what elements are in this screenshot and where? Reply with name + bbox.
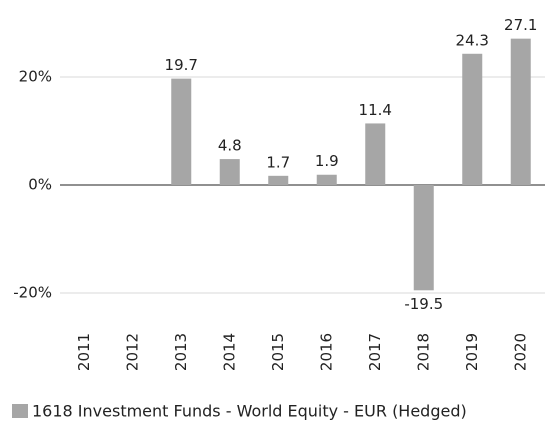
x-tick-label: 2018	[414, 333, 432, 371]
bar	[268, 175, 289, 185]
x-tick-label: 2014	[220, 333, 238, 371]
bar	[171, 78, 192, 185]
y-tick-label: 20%	[19, 68, 52, 86]
data-label: 1.9	[315, 152, 339, 170]
x-tick-label: 2020	[511, 333, 529, 371]
data-label: 4.8	[218, 137, 242, 155]
x-tick-label: 2013	[172, 333, 190, 371]
data-label: 19.7	[165, 56, 198, 74]
bar	[413, 185, 434, 291]
bar	[510, 38, 531, 185]
y-tick-label: -20%	[13, 284, 52, 302]
x-tick-label: 2015	[269, 333, 287, 371]
legend-swatch	[12, 404, 28, 418]
bar	[462, 53, 483, 185]
data-label: 24.3	[456, 31, 489, 49]
data-label: 11.4	[359, 101, 392, 119]
data-label: 1.7	[266, 153, 290, 171]
y-tick-label: 0%	[28, 176, 52, 194]
bar	[219, 159, 240, 185]
x-tick-label: 2019	[463, 333, 481, 371]
x-tick-label: 2011	[75, 333, 93, 371]
x-tick-label: 2012	[123, 333, 141, 371]
data-label: -19.5	[404, 295, 443, 313]
data-label: 27.1	[504, 16, 537, 34]
bar	[316, 174, 337, 185]
legend-label: 1618 Investment Funds - World Equity - E…	[32, 402, 467, 421]
x-tick-label: 2016	[317, 333, 335, 371]
bar	[365, 123, 386, 185]
x-tick-label: 2017	[366, 333, 384, 371]
